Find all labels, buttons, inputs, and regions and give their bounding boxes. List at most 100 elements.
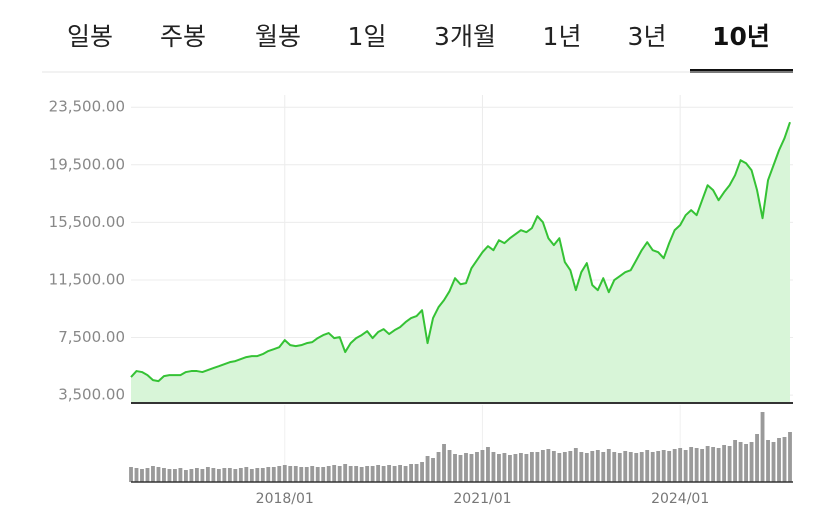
volume-bar [288,466,293,482]
y-tick-label: 3,500.00 [58,386,125,404]
volume-bar [178,468,183,482]
volume-bar [266,467,271,482]
volume-bar [606,449,611,482]
y-tick-label: 23,500.00 [49,98,125,116]
volume-bar [639,452,644,482]
volume-bar [727,446,732,482]
volume-bar [540,450,545,482]
volume-bar [705,446,710,482]
volume-bar [711,447,716,482]
volume-bar [387,465,392,482]
chart: 23,500.00 19,500.00 15,500.00 11,500.00 7,50… [49,95,793,507]
volume-bar [584,453,589,482]
volume-bar [233,469,238,482]
volume-bar [755,434,759,482]
tab[interactable]: 1일 [348,22,387,51]
volume-bar [667,451,672,482]
volume-bar [760,412,765,482]
volume-bar [282,465,287,482]
volume-bar [628,452,633,482]
tab[interactable]: 3개월 [434,22,496,51]
tab[interactable]: 주봉 [160,22,206,51]
volume-bar [436,452,441,482]
x-tick-label: 2018/01 [256,491,314,507]
volume-bar [469,454,474,482]
tab[interactable]: 1년 [543,22,582,51]
volume-bar [464,453,468,482]
volume-bar [744,444,748,482]
price-line [130,121,791,383]
volume-bar [194,468,199,482]
tab-bar: 일봉 주봉 월봉 1일 3개월 1년 3년 10년 [67,22,793,73]
volume-bar [634,453,639,482]
volume-bar [486,447,490,482]
volume-bar [546,449,551,482]
volume-bar [343,464,348,482]
volume-bar [722,445,727,482]
volume-bar [403,466,408,482]
volume-bar [167,469,172,482]
volume-bar [491,452,496,482]
volume-bar [777,438,781,482]
volume-bar [249,469,254,482]
volume-bar [414,464,419,482]
volume-bar [183,470,188,482]
volume-bar [771,442,776,482]
volume-bar [376,465,381,482]
volume-bar [244,467,249,482]
y-tick-label: 11,500.00 [49,270,125,288]
volume-bar [238,468,243,482]
volume-bar [354,466,359,482]
area-fill [131,122,790,403]
volume-bar [398,465,403,482]
volume-bar [595,450,600,482]
volume-bar [321,467,326,482]
x-tick-label: 2021/01 [453,491,511,507]
volume-bar [502,453,507,482]
volume-bar [442,444,446,482]
volume-bar [458,455,463,482]
tab[interactable]: 3년 [628,22,667,51]
volume-bar [277,466,282,482]
volume-bar [205,467,210,482]
y-tick-label: 19,500.00 [49,155,125,173]
volume-bar [145,468,150,482]
volume-bar [222,468,227,482]
volume-bar [431,458,435,482]
volume-bar [447,450,452,482]
volume-bar [579,452,584,482]
volume-bar [683,450,688,482]
volume-bar [749,442,754,482]
volume-bar [134,468,139,482]
volume-bar [788,432,792,482]
volume-bar [733,440,738,482]
volume-bar [766,440,770,482]
volume-bar [381,466,386,482]
tab[interactable]: 월봉 [255,22,301,51]
volume-bar [535,452,540,482]
volume-bar [299,467,304,482]
volume-bar [557,453,562,482]
volume-bar [173,469,177,482]
volume-bar [370,466,375,482]
volume-bar [645,450,650,482]
volume-bar [260,468,265,482]
volume-bar [475,452,479,482]
volume-bar [348,466,353,482]
volume-bar [227,468,232,482]
volume-bar [513,454,518,482]
volume-bar [716,448,721,482]
tab[interactable]: 일봉 [67,22,113,51]
volume-bar [689,447,694,482]
volume-bar [425,456,430,482]
volume-bar [255,468,260,482]
volume-bar [332,465,337,482]
volume-bar [529,452,534,482]
volume-bar [612,452,617,482]
y-tick-label: 7,500.00 [58,328,125,346]
volume-bar [315,467,320,482]
x-tick-label: 2024/01 [651,491,709,507]
volume-bar [524,454,529,482]
tab[interactable]: 10년 [712,22,770,51]
volume-bar [189,469,194,482]
